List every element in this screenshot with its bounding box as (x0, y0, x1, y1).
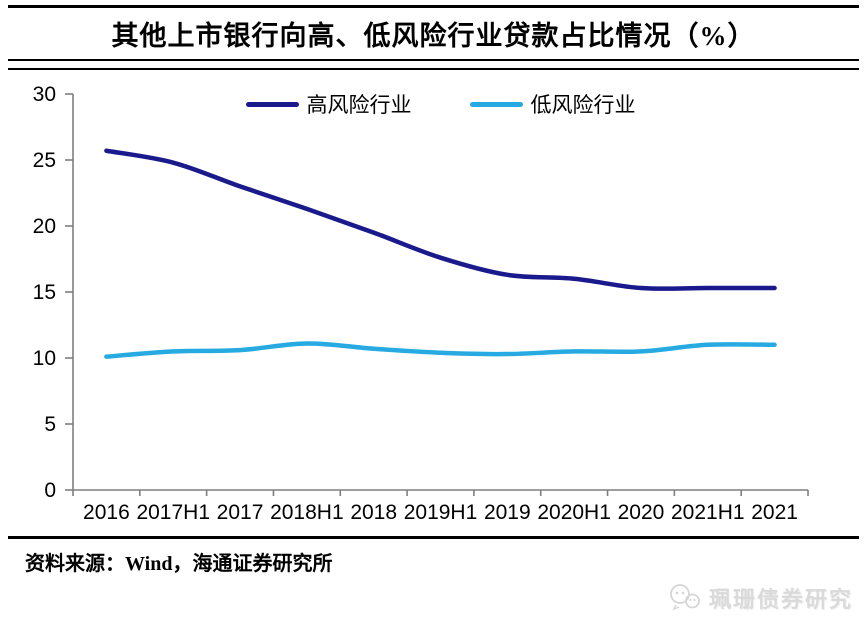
x-tick-label: 2017H1 (136, 501, 210, 524)
title-box-top-rule (8, 5, 859, 8)
legend-swatch-low-risk (469, 101, 523, 107)
series-line-1 (104, 341, 777, 359)
figure-bottom-rule (8, 536, 859, 539)
x-tick-label: 2017 (217, 501, 264, 524)
legend-label-high-risk: 高风险行业 (306, 93, 412, 117)
source-note: 资料来源：Wind，海通证券研究所 (25, 553, 333, 575)
legend-swatch-high-risk (245, 101, 299, 107)
y-tick-label: 0 (44, 479, 56, 502)
y-tick-label: 10 (33, 347, 56, 370)
title-box-bottom-rule (8, 59, 859, 70)
legend-item-high-risk: 高风险行业 (245, 89, 412, 119)
y-tick-label: 25 (33, 149, 56, 172)
x-tick-label: 2020 (618, 501, 665, 524)
wechat-icon (670, 584, 700, 611)
x-tick-label: 2020H1 (537, 501, 611, 524)
x-tick-label: 2016 (83, 501, 130, 524)
chart-legend: 高风险行业 低风险行业 (73, 89, 808, 119)
y-tick-label: 30 (33, 83, 56, 106)
watermark-text: 珮珊债券研究 (708, 587, 853, 612)
chart-title: 其他上市银行向高、低风险行业贷款占比情况（%） (111, 21, 756, 51)
y-tick-label: 15 (33, 281, 56, 304)
x-tick-label: 2018 (350, 501, 397, 524)
x-tick-label: 2021H1 (671, 501, 745, 524)
y-tick-label: 20 (33, 215, 56, 238)
x-tick-label: 2019H1 (404, 501, 478, 524)
y-tick-label: 5 (44, 413, 56, 436)
watermark: 珮珊债券研究 (668, 582, 853, 614)
x-tick-label: 2019 (484, 501, 531, 524)
x-tick-label: 2018H1 (270, 501, 344, 524)
series-line-0 (104, 148, 777, 291)
legend-label-low-risk: 低风险行业 (530, 93, 636, 117)
legend-item-low-risk: 低风险行业 (469, 89, 636, 119)
x-tick-label: 2021 (751, 501, 798, 524)
